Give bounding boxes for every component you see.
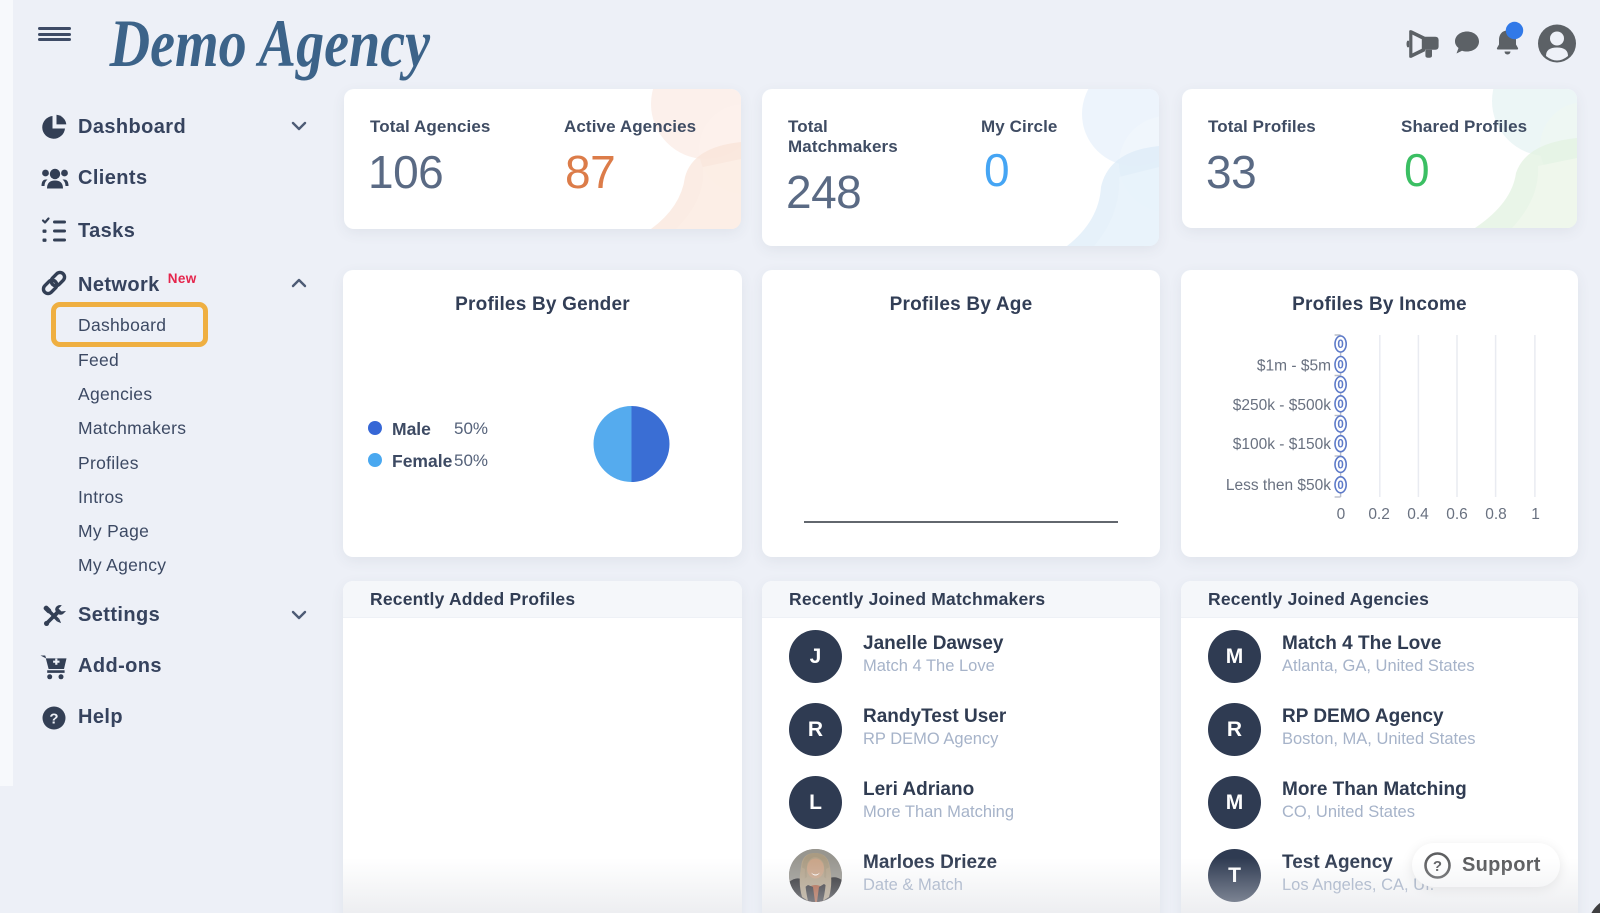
- svg-text:0.8: 0.8: [1485, 506, 1507, 523]
- svg-text:0: 0: [1337, 360, 1343, 372]
- svg-text:$100k - $150k: $100k - $150k: [1233, 436, 1331, 453]
- svg-text:0: 0: [1337, 419, 1343, 431]
- svg-text:0.4: 0.4: [1407, 506, 1429, 523]
- svg-text:0: 0: [1337, 380, 1343, 392]
- svg-text:$1m - $5m: $1m - $5m: [1257, 358, 1331, 375]
- svg-text:$250k - $500k: $250k - $500k: [1233, 397, 1331, 414]
- svg-text:0.2: 0.2: [1368, 506, 1390, 523]
- svg-text:0: 0: [1337, 399, 1343, 411]
- svg-text:1: 1: [1531, 506, 1540, 523]
- svg-text:0: 0: [1337, 459, 1343, 471]
- svg-text:0: 0: [1337, 480, 1343, 492]
- svg-text:0: 0: [1337, 506, 1346, 523]
- svg-text:Less then $50k: Less then $50k: [1226, 477, 1331, 494]
- svg-text:0.6: 0.6: [1446, 506, 1468, 523]
- svg-text:0: 0: [1337, 439, 1343, 451]
- svg-text:0: 0: [1337, 339, 1343, 351]
- svg-text:Demo Agency: Demo Agency: [109, 6, 431, 81]
- svg-text:?: ?: [49, 711, 58, 728]
